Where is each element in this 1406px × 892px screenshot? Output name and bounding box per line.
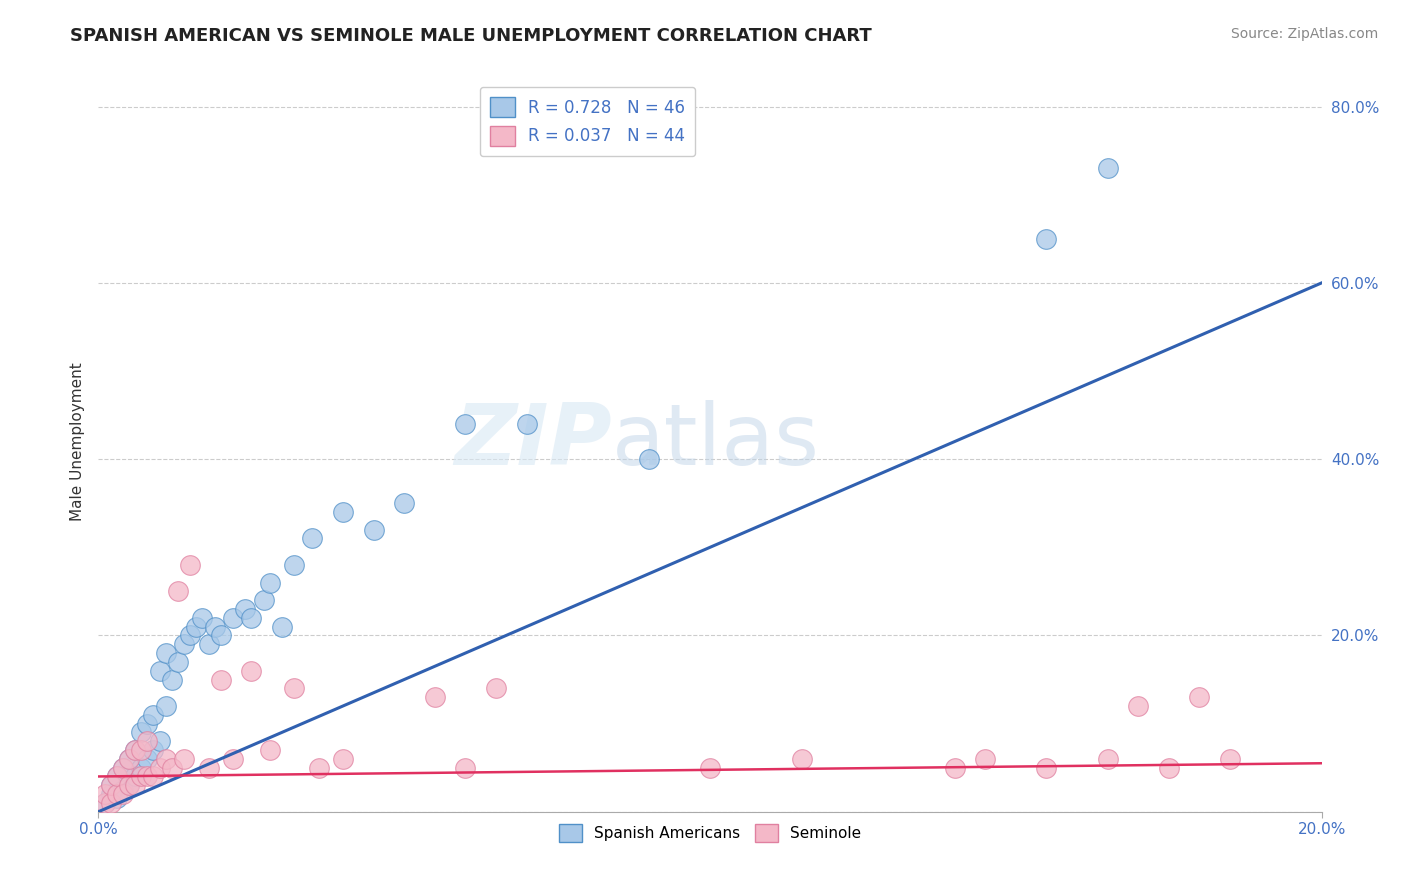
Point [136,734,159,748]
Point [100,778,122,792]
Point [111,761,134,775]
Point [111,782,134,797]
Point [149,761,172,775]
Point [179,628,201,642]
Point [142,769,165,783]
Point [179,558,201,572]
Point [129,769,152,783]
Point [136,716,159,731]
Point [105,769,128,783]
Point [1128,698,1150,713]
Text: atlas: atlas [612,400,820,483]
Point [173,637,195,651]
Point [485,681,508,696]
Point [149,664,172,678]
Legend: Spanish Americans, Seminole: Spanish Americans, Seminole [553,818,868,848]
Point [209,673,232,687]
Point [111,761,134,775]
Point [1097,161,1119,176]
Point [637,452,661,467]
Point [392,496,416,510]
Point [136,752,159,766]
Y-axis label: Male Unemployment: Male Unemployment [69,362,84,521]
Text: ZIP: ZIP [454,400,612,483]
Point [204,619,226,633]
Point [943,761,966,775]
Point [129,761,152,775]
Point [124,778,146,792]
Point [155,646,177,660]
Point [790,752,813,766]
Point [100,787,122,801]
Point [105,791,128,805]
Point [129,743,152,757]
Point [118,752,141,766]
Point [240,611,263,625]
Point [222,611,245,625]
Point [118,752,141,766]
Point [308,761,330,775]
Point [186,619,208,633]
Point [149,734,172,748]
Point [1097,752,1119,766]
Point [93,796,115,810]
Point [118,778,141,792]
Point [191,611,214,625]
Point [160,673,183,687]
Point [160,761,183,775]
Point [332,752,354,766]
Point [93,796,115,810]
Point [105,769,128,783]
Point [124,769,146,783]
Point [93,787,115,801]
Point [363,523,385,537]
Point [124,743,146,757]
Point [167,655,190,669]
Point [974,752,997,766]
Point [222,752,245,766]
Point [124,743,146,757]
Point [197,637,219,651]
Point [454,417,477,431]
Point [105,787,128,801]
Text: SPANISH AMERICAN VS SEMINOLE MALE UNEMPLOYMENT CORRELATION CHART: SPANISH AMERICAN VS SEMINOLE MALE UNEMPL… [70,27,872,45]
Point [332,505,354,519]
Point [423,690,446,705]
Point [167,584,190,599]
Point [1035,761,1057,775]
Point [111,787,134,801]
Point [1188,690,1211,705]
Point [252,593,274,607]
Point [240,664,263,678]
Point [136,769,159,783]
Point [173,752,195,766]
Point [233,602,256,616]
Point [1219,752,1241,766]
Point [283,681,305,696]
Point [259,575,281,590]
Point [129,725,152,739]
Point [270,619,292,633]
Point [118,778,141,792]
Point [197,761,219,775]
Point [155,752,177,766]
Point [454,761,477,775]
Point [1157,761,1180,775]
Point [259,743,281,757]
Point [100,778,122,792]
Point [301,532,323,546]
Point [100,796,122,810]
Point [209,628,232,642]
Point [699,761,721,775]
Point [516,417,538,431]
Point [155,698,177,713]
Point [142,743,165,757]
Point [142,707,165,722]
Point [1035,232,1057,246]
Point [283,558,305,572]
Text: Source: ZipAtlas.com: Source: ZipAtlas.com [1230,27,1378,41]
